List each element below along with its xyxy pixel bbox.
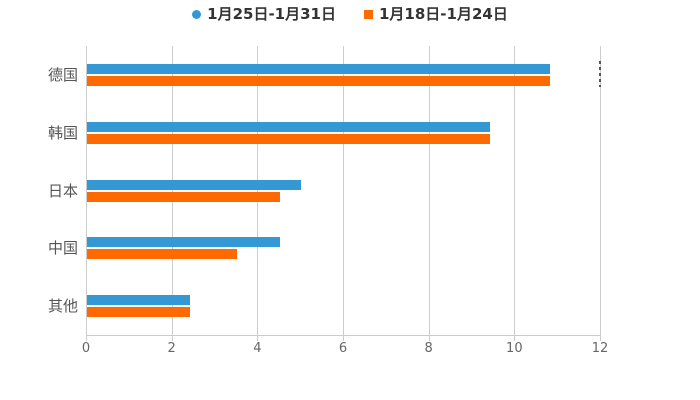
x-axis-tick-label-10: 10	[506, 341, 523, 356]
bar-series2-德国[interactable]	[87, 75, 550, 86]
legend-item-jan25-jan31[interactable]: 1月25日-1月31日	[192, 5, 336, 23]
y-axis-label-2: 韩国	[47, 123, 78, 142]
gridline-x-2	[171, 46, 173, 335]
bar-series2-韩国[interactable]	[87, 133, 490, 144]
x-axis-tick-label-0: 0	[81, 341, 91, 356]
gridline-x-10	[514, 46, 516, 335]
bar-series2-日本[interactable]	[87, 191, 280, 202]
y-axis-label-1: 德国	[47, 65, 78, 84]
x-axis-tick-12	[600, 336, 601, 341]
bar-series1-其他[interactable]	[87, 295, 190, 306]
legend-label: 1月25日-1月31日	[207, 5, 336, 23]
bar-series2-其他[interactable]	[87, 307, 190, 318]
y-axis-label-5: 其他	[47, 297, 78, 316]
x-axis-tick-label-8: 8	[424, 341, 433, 356]
chart-legend: 1月25日-1月31日 1月18日-1月24日	[0, 5, 700, 23]
legend-item-jan18-jan24[interactable]: 1月18日-1月24日	[364, 5, 508, 23]
x-axis-tick-2	[171, 336, 173, 341]
x-axis-tick-4	[257, 336, 259, 341]
legend-label: 1月18日-1月24日	[379, 5, 508, 23]
bar-series1-中国[interactable]	[87, 237, 280, 248]
x-axis-tick-8	[428, 336, 430, 341]
bar-series1-德国[interactable]	[87, 63, 550, 74]
y-axis-label-4: 中国	[47, 239, 78, 258]
legend-square-marker-icon	[364, 9, 373, 19]
x-axis-tick-0	[86, 336, 87, 341]
gridline-x-8	[428, 46, 430, 335]
legend-circle-marker-icon	[192, 9, 202, 19]
bar-series2-中国[interactable]	[87, 249, 237, 260]
gridline-x-4	[257, 46, 259, 335]
x-axis-tick-6	[343, 336, 344, 341]
x-axis-tick-label-12: 12	[591, 341, 609, 356]
bar-series1-韩国[interactable]	[87, 121, 490, 132]
x-axis-tick-label-4: 4	[253, 341, 262, 356]
x-axis-tick-label-6: 6	[338, 341, 348, 356]
gridline-x-6	[343, 46, 344, 335]
x-axis-tick-10	[514, 336, 516, 341]
gridline-x-12	[600, 46, 601, 335]
plot-area	[86, 46, 601, 336]
y-axis-label-3: 日本	[47, 181, 78, 200]
x-axis-tick-label-2: 2	[167, 341, 176, 356]
bar-series1-日本[interactable]	[87, 179, 302, 190]
dashed-marker-segment	[599, 61, 601, 87]
